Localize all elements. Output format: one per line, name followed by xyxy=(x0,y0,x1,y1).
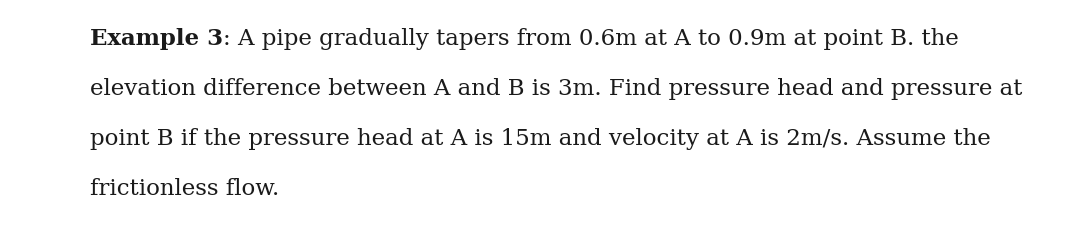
Text: elevation difference between A and B is 3m. Find pressure head and pressure at: elevation difference between A and B is … xyxy=(90,78,1023,100)
Text: frictionless flow.: frictionless flow. xyxy=(90,178,280,200)
Text: Example 3: Example 3 xyxy=(90,28,224,50)
Text: : A pipe gradually tapers from 0.6m at A to 0.9m at point B. the: : A pipe gradually tapers from 0.6m at A… xyxy=(224,28,959,50)
Text: point B if the pressure head at A is 15m and velocity at A is 2m/s. Assume the: point B if the pressure head at A is 15m… xyxy=(90,128,990,150)
